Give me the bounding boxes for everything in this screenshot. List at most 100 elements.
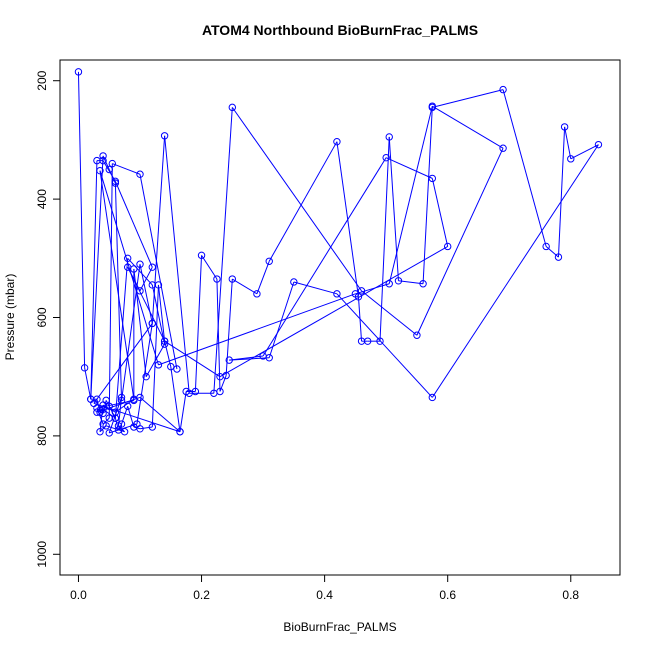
x-tick-label: 0.4 <box>316 588 333 602</box>
series-segment <box>388 136 399 281</box>
y-tick-label: 200 <box>35 70 49 90</box>
data-point <box>333 137 341 146</box>
series-segment <box>502 89 547 247</box>
series-segment <box>219 246 448 378</box>
data-point <box>74 68 83 76</box>
data-point <box>130 265 138 273</box>
data-point <box>385 133 393 141</box>
data-point <box>357 287 366 295</box>
data-point <box>253 290 261 298</box>
series-segment <box>355 283 390 295</box>
data-point <box>130 396 138 405</box>
data-point <box>136 393 144 402</box>
series-segment <box>232 278 258 295</box>
data-point <box>428 102 437 110</box>
series-segment <box>361 290 418 336</box>
series-segment <box>379 136 390 342</box>
data-point <box>443 242 452 251</box>
data-point <box>108 159 117 168</box>
series-segment <box>145 343 166 377</box>
data-point <box>117 393 126 402</box>
data-point <box>123 254 132 263</box>
series-points <box>74 68 603 437</box>
series-segment <box>93 323 153 404</box>
series-segment <box>268 281 295 358</box>
data-point <box>154 361 163 369</box>
series-segment <box>90 155 104 400</box>
data-point <box>382 153 390 162</box>
data-point <box>136 170 144 178</box>
series-segment <box>151 135 166 324</box>
series-segment <box>139 426 153 430</box>
series-segment <box>164 340 221 378</box>
series-segment <box>431 144 599 398</box>
series-segment <box>127 257 153 286</box>
data-point <box>385 280 393 288</box>
data-point <box>136 287 144 295</box>
data-point <box>99 152 107 160</box>
series-segment <box>545 246 559 258</box>
series-segment <box>179 391 187 432</box>
data-point <box>499 85 507 94</box>
series-segment <box>422 107 433 284</box>
data-point <box>259 352 267 360</box>
series-segment <box>194 255 203 392</box>
data-point <box>413 331 421 339</box>
y-tick-label: 1000 <box>35 541 49 568</box>
data-point <box>560 123 569 131</box>
x-tick-label: 0.2 <box>193 588 210 602</box>
data-point <box>99 420 107 428</box>
series-segment <box>398 280 424 285</box>
x-tick-label: 0.8 <box>562 588 579 602</box>
series-segment <box>96 399 134 409</box>
x-tick-label: 0.0 <box>70 588 87 602</box>
series-segment <box>114 258 129 419</box>
data-point <box>428 174 437 183</box>
series-segment <box>158 293 356 366</box>
chart-title: ATOM4 Northbound BioBurnFrac_PALMS <box>202 22 478 38</box>
series-segment <box>416 147 504 336</box>
series-segment <box>112 163 141 175</box>
series-lines <box>77 71 599 434</box>
data-point <box>351 290 360 298</box>
series-segment <box>564 126 572 159</box>
x-tick-label: 0.6 <box>439 588 456 602</box>
data-point <box>93 404 101 412</box>
data-point <box>120 428 129 436</box>
data-point <box>105 414 113 422</box>
series-segment <box>170 366 181 432</box>
data-point <box>99 401 107 409</box>
series-segment <box>102 155 110 170</box>
data-point <box>594 140 603 149</box>
series-segment <box>121 264 141 401</box>
series-segment <box>151 284 166 345</box>
data-point <box>111 179 120 187</box>
data-point <box>148 319 157 328</box>
data-point <box>148 281 157 289</box>
data-point <box>160 132 169 140</box>
data-point <box>136 260 144 268</box>
series-segment <box>268 141 338 262</box>
data-point <box>419 280 427 288</box>
series-segment <box>99 170 159 366</box>
data-point <box>114 422 123 430</box>
series-segment <box>216 279 221 392</box>
data-point <box>93 156 101 165</box>
data-point <box>105 165 113 174</box>
data-point <box>96 166 104 175</box>
data-point <box>96 428 104 436</box>
series-segment <box>229 355 264 361</box>
data-point <box>173 365 181 373</box>
data-point <box>133 420 141 428</box>
data-point <box>499 144 507 152</box>
series-segment <box>133 268 147 377</box>
data-point <box>542 242 550 251</box>
series-segment <box>231 107 362 292</box>
data-point <box>148 263 157 271</box>
series-segment <box>139 174 178 370</box>
series-segment <box>139 266 153 292</box>
series-segment <box>336 293 433 398</box>
series-segment <box>557 126 566 258</box>
data-point <box>376 337 384 345</box>
